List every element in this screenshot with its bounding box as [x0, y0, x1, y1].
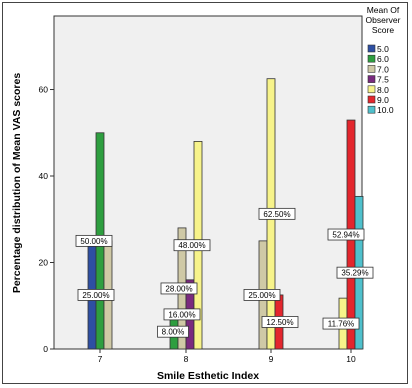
x-tick-label: 7 [98, 354, 103, 364]
data-label-box [163, 308, 201, 321]
legend-swatch [367, 95, 376, 104]
x-tick-label: 9 [269, 354, 274, 364]
legend-swatch [367, 44, 376, 53]
legend-swatch [367, 85, 376, 94]
legend-title: Observer [366, 15, 401, 25]
data-label-box [157, 325, 189, 338]
data-label: 11.76% [328, 320, 355, 329]
data-label: 8.00% [162, 328, 185, 337]
data-label-box [322, 317, 360, 330]
y-tick-label: 60 [39, 85, 49, 95]
legend-label: 9.0 [377, 95, 389, 105]
data-label-box [261, 316, 299, 328]
legend-label: 7.0 [377, 64, 389, 74]
legend-label: 7.5 [377, 75, 389, 85]
y-tick-label: 40 [39, 171, 49, 181]
legend-label: 8.0 [377, 85, 389, 95]
data-label-box [336, 266, 374, 279]
data-label-box [258, 207, 296, 220]
data-label-box [243, 289, 281, 301]
data-label: 48.00% [178, 241, 205, 250]
legend-swatch [367, 75, 376, 83]
data-label: 16.00% [168, 310, 195, 319]
x-tick-label: 8 [184, 354, 189, 364]
data-label-box [327, 228, 365, 241]
data-label: 52.94% [332, 231, 359, 240]
data-label: 62.50% [263, 210, 290, 219]
data-label: 12.50% [266, 318, 293, 327]
y-tick-label: 0 [43, 344, 48, 354]
bar-chart: 50.00% 25.00% 28.00% 48.00% 16.00% 8.00% 62.50… [11, 5, 401, 382]
y-axis-title: Percentage distribution of Mean VAS scor… [11, 73, 23, 294]
data-label-box [77, 289, 115, 301]
legend-label: 6.0 [377, 54, 389, 64]
data-label-box [173, 239, 211, 252]
legend-swatch [367, 54, 376, 63]
x-axis-title: Smile Esthetic Index [157, 370, 259, 382]
data-label: 28.00% [165, 284, 192, 293]
data-label-box [75, 234, 113, 247]
legend-label: 10.0 [377, 105, 394, 115]
legend-label: 5.0 [377, 44, 389, 54]
legend-swatch [367, 65, 376, 73]
x-tick-label: 10 [346, 354, 356, 364]
data-label: 25.00% [82, 291, 109, 300]
chart-frame: 50.00% 25.00% 28.00% 48.00% 16.00% 8.00% 62.50… [2, 2, 408, 384]
data-label-box [160, 282, 198, 295]
legend-swatch [367, 105, 376, 114]
data-label: 35.29% [341, 269, 368, 278]
legend-title: Score [372, 25, 394, 35]
legend-title: Mean Of [367, 5, 400, 15]
data-label: 25.00% [248, 291, 275, 300]
y-tick-label: 20 [39, 258, 49, 268]
data-label: 50.00% [80, 237, 107, 246]
